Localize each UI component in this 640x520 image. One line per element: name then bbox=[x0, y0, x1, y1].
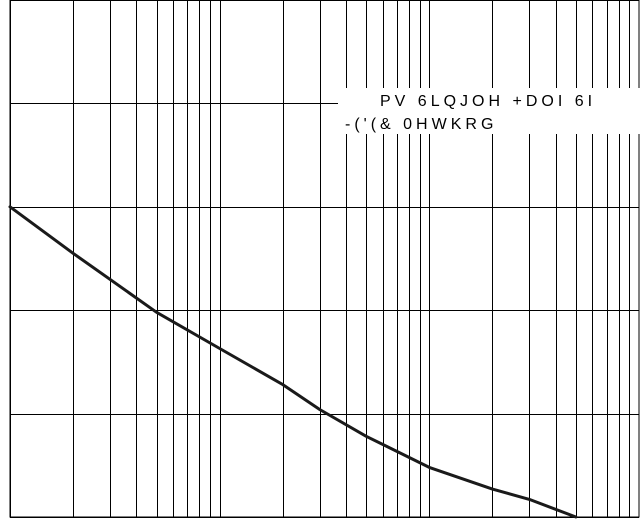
legend-line-1: PV 6LQJOH +DOI 6I bbox=[380, 93, 596, 110]
legend-line-2: -('(& 0HWKRG bbox=[345, 116, 497, 133]
legend: PV 6LQJOH +DOI 6I -('(& 0HWKRG bbox=[338, 88, 640, 134]
horizontal-gridlines bbox=[10, 0, 639, 518]
vertical-gridlines bbox=[10, 0, 630, 517]
series-curve bbox=[8, 205, 578, 519]
legend-background bbox=[338, 88, 640, 134]
plot-frame bbox=[9, 0, 640, 518]
